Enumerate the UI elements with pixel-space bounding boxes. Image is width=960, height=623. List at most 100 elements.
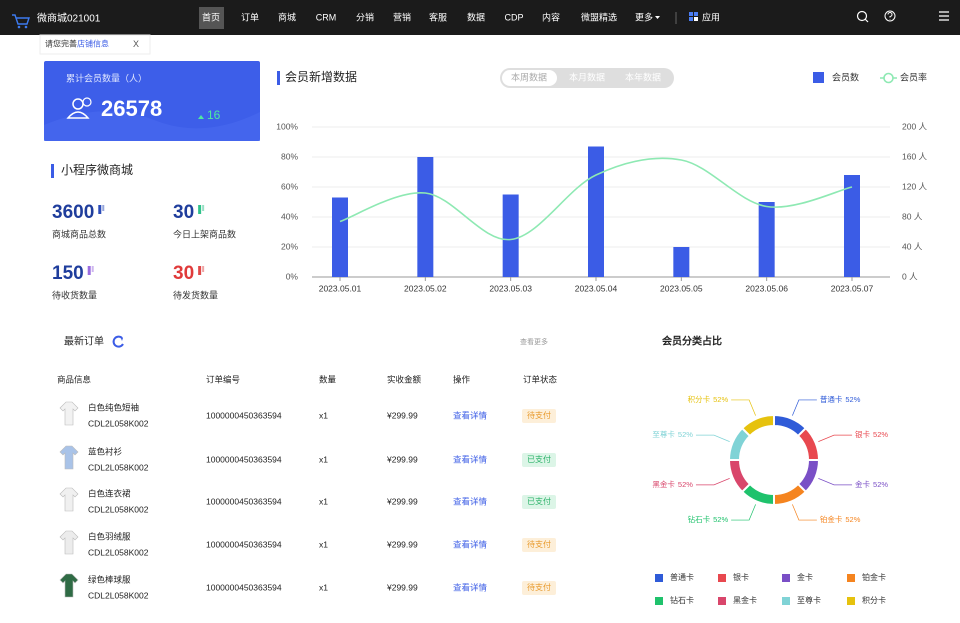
legend-label[interactable]: 银卡 [733, 572, 749, 582]
y-tick-label: 40% [281, 211, 298, 221]
product-image [59, 401, 79, 426]
legend-label[interactable]: 会员率 [900, 71, 927, 82]
legend-label[interactable]: 普通卡 [670, 572, 694, 582]
legend-swatch [847, 574, 855, 582]
bar [417, 157, 434, 277]
cart-icon[interactable] [12, 14, 30, 25]
donut-segment [796, 426, 821, 461]
stat-value: 150 [52, 263, 84, 284]
status-badge [522, 453, 556, 467]
tab[interactable]: 本月数据 [569, 71, 605, 82]
callout-line [695, 434, 730, 442]
stat-icon [198, 266, 202, 275]
search-icon[interactable] [856, 10, 868, 22]
nav-item[interactable]: 首页 [202, 11, 220, 22]
callout-line [731, 399, 756, 416]
view-details[interactable]: 查看详情 [453, 539, 488, 549]
order-number: 1000000450363594 [206, 410, 282, 420]
legend-label[interactable]: 钻石卡 [670, 595, 694, 605]
callout-value: 52% [713, 515, 728, 524]
menu-icon[interactable] [939, 11, 949, 21]
nav-bar [0, 0, 960, 35]
bar [332, 197, 348, 277]
nav-item[interactable]: CDP [504, 12, 523, 22]
x-tick-label: 2023.05.03 [489, 283, 532, 293]
legend-label[interactable]: 黑金卡 [733, 595, 757, 605]
legend-label[interactable]: 至尊卡 [797, 595, 821, 605]
nav-item[interactable]: 商城 [278, 11, 296, 22]
stat-label: 待发货数量 [173, 289, 218, 300]
nav-item[interactable]: CRM [316, 12, 337, 22]
legend-label[interactable]: 积分卡 [862, 595, 886, 605]
product-image [59, 530, 79, 555]
nav-item[interactable]: 订单 [241, 11, 259, 22]
amount: ¥299.99 [386, 496, 418, 506]
callout-label: 钻石卡 52% [688, 514, 729, 524]
logo[interactable]: 微商城021001 [37, 12, 101, 25]
notice-close[interactable]: X [133, 39, 139, 49]
x-tick-label: 2023.05.06 [745, 283, 788, 293]
callout-line [818, 434, 853, 442]
amount: ¥299.99 [386, 582, 418, 592]
quantity: x1 [319, 539, 328, 549]
view-details[interactable]: 查看详情 [453, 582, 488, 592]
stat-icon [91, 266, 94, 272]
notice-text: 请您完善 [45, 39, 77, 49]
callout-label: 金卡 52% [855, 479, 888, 489]
amount: ¥299.99 [386, 539, 418, 549]
stat-icon [202, 266, 205, 272]
table-header: 订单编号 [206, 374, 240, 384]
notice-link[interactable]: 店铺信息 [77, 39, 109, 49]
callout-category: 至尊卡 [652, 429, 675, 439]
donut-segment [773, 482, 808, 507]
callout-value: 52% [678, 480, 693, 489]
stat-icon [87, 266, 91, 275]
nav-item[interactable]: 数据 [467, 11, 485, 22]
view-details[interactable]: 查看详情 [453, 410, 488, 420]
help-mark [887, 12, 893, 20]
legend-label[interactable]: 会员数 [832, 71, 859, 82]
nav-item[interactable]: 营销 [393, 11, 411, 22]
table-header: 操作 [453, 374, 471, 384]
x-tick-label: 2023.05.04 [575, 283, 618, 293]
nav-item[interactable]: 内容 [542, 11, 560, 22]
chart-title: 会员分类占比 [662, 335, 722, 348]
orders-more[interactable]: 查看更多 [520, 337, 548, 346]
nav-item[interactable]: 更多 [635, 11, 653, 22]
nav-item[interactable]: 分销 [356, 11, 374, 22]
chart-title: 会员新增数据 [285, 69, 357, 84]
donut-segment [740, 413, 775, 438]
quantity: x1 [319, 454, 328, 464]
view-details[interactable]: 查看详情 [453, 496, 488, 506]
nav-item[interactable]: 客服 [429, 11, 447, 22]
tab[interactable]: 本年数据 [625, 71, 661, 82]
x-tick-label: 2023.05.02 [404, 283, 447, 293]
quantity: x1 [319, 582, 328, 592]
legend-label[interactable]: 铂金卡 [862, 572, 886, 582]
refresh-icon[interactable] [112, 335, 124, 348]
card-wave [44, 111, 260, 141]
nav-item[interactable]: 微盟精选 [581, 11, 617, 22]
product-name: 白色连衣裙 [88, 488, 131, 498]
callout-value: 52% [845, 395, 860, 404]
table-header: 数量 [319, 374, 337, 384]
view-details[interactable]: 查看详情 [453, 454, 488, 464]
order-status: 已支付 [527, 454, 551, 464]
nav-apps[interactable]: 应用 [702, 11, 720, 22]
amount: ¥299.99 [386, 454, 418, 464]
stat-icon [98, 205, 102, 214]
callout-label: 至尊卡 52% [652, 429, 693, 439]
product-code: CDL2L058K002 [88, 547, 149, 557]
orders-title: 最新订单 [64, 335, 104, 348]
tab-active [502, 70, 557, 86]
bar [673, 247, 690, 277]
x-tick-label: 2023.05.01 [319, 283, 362, 293]
order-number: 1000000450363594 [206, 539, 282, 549]
help-icon[interactable] [884, 10, 896, 22]
amount: ¥299.99 [386, 410, 418, 420]
stat-icon [198, 205, 202, 214]
legend-swatch [782, 597, 790, 605]
legend-label[interactable]: 金卡 [797, 572, 813, 582]
tab[interactable]: 本周数据 [511, 71, 547, 82]
stat-value: 3600 [52, 202, 94, 223]
